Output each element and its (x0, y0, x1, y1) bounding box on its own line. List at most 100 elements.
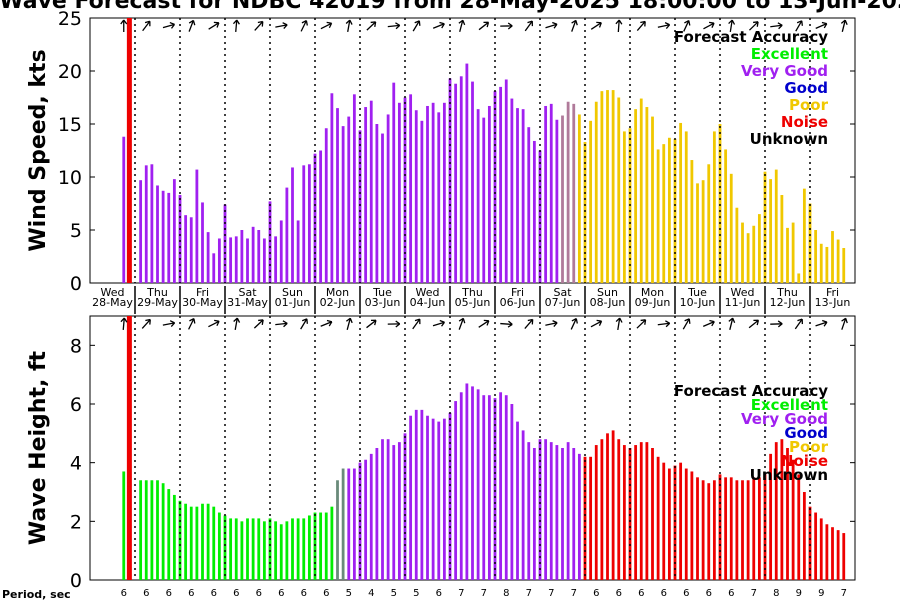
wave-bar (386, 439, 390, 580)
wave-bar (302, 518, 306, 580)
wind-bar (662, 144, 666, 283)
wave-bar (274, 521, 278, 580)
wind-bar (465, 63, 469, 283)
wave-bar (735, 480, 739, 580)
wind-bar (819, 243, 823, 283)
wave-bar (802, 492, 806, 580)
wave-bar (819, 518, 823, 580)
wave-direction-arrow (458, 317, 466, 330)
wave-bar (808, 506, 812, 580)
wind-bar (240, 230, 244, 283)
wave-bar (679, 462, 683, 580)
wave-bar (420, 409, 424, 580)
wave-bar (223, 515, 227, 580)
wave-direction-arrow (188, 318, 196, 330)
day-name-label: Thu (776, 286, 798, 299)
wave-bar (352, 468, 356, 580)
wave-bar (667, 468, 671, 580)
legend-title: Forecast Accuracy (674, 28, 828, 46)
period-value: 6 (706, 588, 712, 599)
wave-bar (673, 465, 677, 580)
wave-bar (178, 500, 182, 580)
wind-direction-arrow (545, 21, 558, 29)
wave-bar (150, 480, 154, 580)
wind-bar (268, 201, 272, 283)
wave-bar (364, 459, 368, 580)
wave-direction-arrow (682, 318, 691, 330)
wind-direction-arrow (590, 21, 602, 30)
wave-bar (493, 398, 497, 580)
wind-bar (842, 248, 846, 283)
wind-bar (234, 236, 238, 283)
period-value: 6 (301, 588, 307, 599)
wave-bar (341, 468, 345, 580)
wind-bar (122, 136, 126, 283)
period-value: 6 (166, 588, 172, 599)
wind-bar (471, 81, 474, 283)
date-label: 10-Jun (680, 296, 716, 309)
period-value: 7 (526, 588, 532, 599)
wind-bar (566, 101, 570, 284)
wave-bar (403, 433, 407, 580)
wind-bar (634, 109, 638, 283)
wave-bar (409, 415, 413, 580)
period-value: 6 (638, 588, 644, 599)
period-value: 8 (773, 588, 779, 599)
wind-bar (476, 109, 480, 283)
wind-bar (797, 273, 801, 283)
wave-direction-arrow (524, 318, 534, 329)
wind-bar (639, 98, 643, 283)
wave-direction-arrow (500, 320, 513, 328)
wind-bar (836, 239, 840, 283)
wave-bar (476, 389, 480, 580)
wind-now-marker (126, 18, 132, 283)
wind-bar (223, 204, 227, 283)
wind-bar (217, 238, 221, 283)
period-value: 6 (683, 588, 689, 599)
wind-bar (313, 153, 317, 283)
wave-bar (600, 439, 604, 580)
wind-y-tick-label: 25 (58, 8, 82, 30)
wind-bar (397, 102, 401, 283)
wave-direction-arrow (748, 319, 760, 329)
wind-bar (229, 237, 233, 283)
wind-bar (667, 137, 671, 283)
wind-bar (802, 188, 806, 283)
wave-direction-arrow (412, 318, 421, 330)
wind-bar (139, 180, 143, 283)
wind-bar (442, 102, 446, 283)
wind-bar (358, 130, 362, 283)
day-name-label: Tue (372, 286, 392, 299)
wave-bar (656, 456, 660, 580)
wind-direction-arrow (300, 20, 308, 32)
wave-bar (144, 480, 148, 580)
wind-bar (431, 102, 435, 283)
wind-direction-arrow (208, 21, 220, 30)
wind-direction-arrow (162, 21, 176, 29)
date-label: 29-May (137, 296, 178, 309)
wave-direction-arrow (233, 317, 241, 331)
wave-bar (617, 439, 621, 580)
wave-bar (690, 471, 694, 580)
wind-bar (156, 185, 159, 283)
legend-item: Good (784, 424, 828, 442)
wind-bar (341, 126, 345, 284)
wind-bar (206, 232, 210, 283)
wind-bar (324, 128, 328, 283)
legend-item: Very Good (741, 410, 828, 428)
wave-bar (251, 518, 255, 580)
period-value: 6 (616, 588, 622, 599)
wave-bar (369, 453, 373, 580)
wave-bar (487, 395, 491, 580)
wind-bar (561, 115, 564, 284)
wave-direction-arrow (794, 318, 804, 330)
wave-direction-arrow (841, 317, 848, 330)
wave-bar (544, 439, 548, 580)
wave-bar (504, 395, 508, 580)
wind-bar (572, 103, 576, 283)
wave-bar (201, 503, 204, 580)
wind-y-tick-label: 0 (70, 273, 82, 295)
wind-bar (403, 97, 407, 283)
legend-item: Very Good (741, 62, 828, 80)
wave-bar (291, 518, 294, 580)
